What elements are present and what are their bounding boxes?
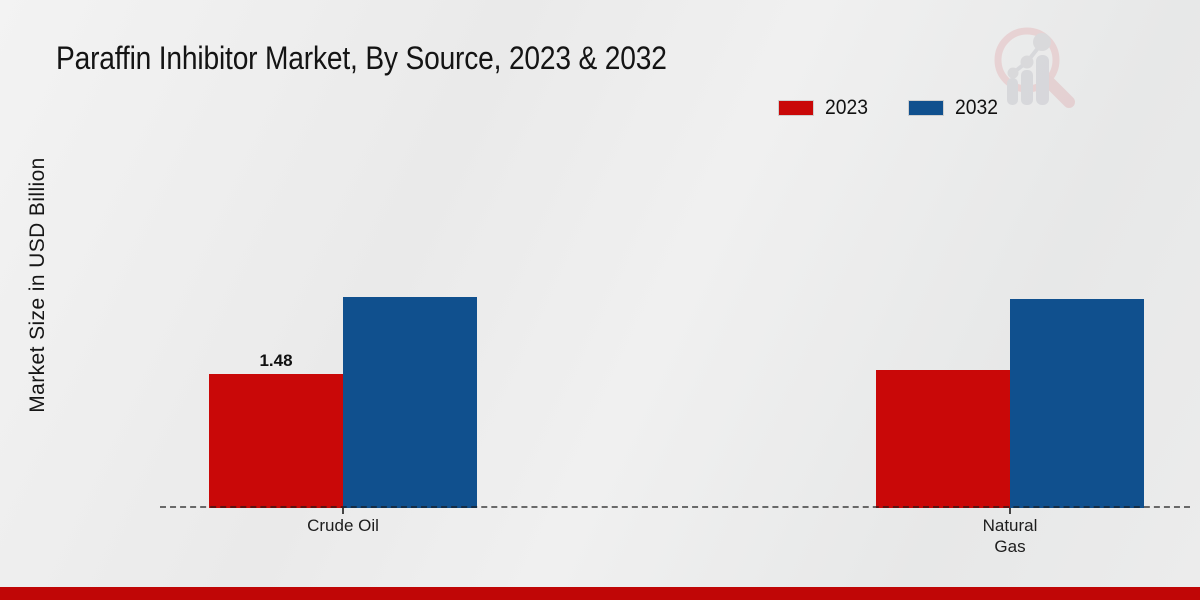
legend-label-2032: 2032 xyxy=(954,96,998,119)
category-label-natural-gas: Natural Gas xyxy=(982,516,1038,556)
legend-swatch-2032-icon xyxy=(907,100,944,116)
x-axis-baseline xyxy=(160,506,1190,508)
x-axis-tick xyxy=(342,508,344,514)
legend-label-2023: 2023 xyxy=(825,96,868,119)
bar-2023-crude-oil xyxy=(209,374,343,508)
bar-2032-natural-gas xyxy=(1010,299,1144,508)
footer-stripe xyxy=(0,587,1200,600)
legend-item-2023: 2023 xyxy=(778,96,872,120)
legend-item-2032: 2032 xyxy=(907,96,1002,120)
magnifier-bar-chart-logo-icon xyxy=(994,27,1075,108)
bar-value-label: 1.48 xyxy=(259,351,293,370)
category-label-crude-oil: Crude Oil xyxy=(307,516,379,535)
x-axis-tick xyxy=(1009,508,1011,514)
chart-title: Paraffin Inhibitor Market, By Source, 20… xyxy=(56,40,667,76)
legend-swatch-2023-icon xyxy=(778,100,814,116)
legend: 2023 2032 xyxy=(778,96,1001,120)
bar-2023-natural-gas xyxy=(876,370,1010,508)
bar-2032-crude-oil xyxy=(343,297,477,508)
